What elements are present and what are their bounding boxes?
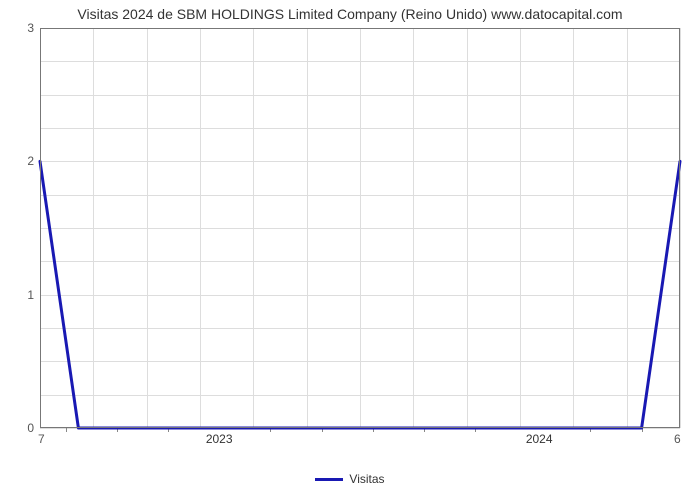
- x-tick-minor: [66, 428, 67, 432]
- legend-swatch: [315, 478, 343, 481]
- y-tick-label: 1: [27, 288, 34, 302]
- corner-label-right: 6: [674, 432, 681, 446]
- chart-container: Visitas 2024 de SBM HOLDINGS Limited Com…: [0, 0, 700, 500]
- legend: Visitas: [0, 472, 700, 486]
- grid-line-vertical: [680, 28, 681, 428]
- legend-label: Visitas: [349, 472, 384, 486]
- corner-label-left: 7: [38, 432, 45, 446]
- x-tick-label: 2024: [526, 432, 553, 446]
- y-tick-label: 0: [27, 421, 34, 435]
- y-tick-label: 3: [27, 21, 34, 35]
- y-tick-label: 2: [27, 154, 34, 168]
- chart-title: Visitas 2024 de SBM HOLDINGS Limited Com…: [0, 6, 700, 22]
- plot-border: [40, 28, 680, 428]
- x-tick-label: 2023: [206, 432, 233, 446]
- plot-area: 012320232024: [40, 28, 680, 428]
